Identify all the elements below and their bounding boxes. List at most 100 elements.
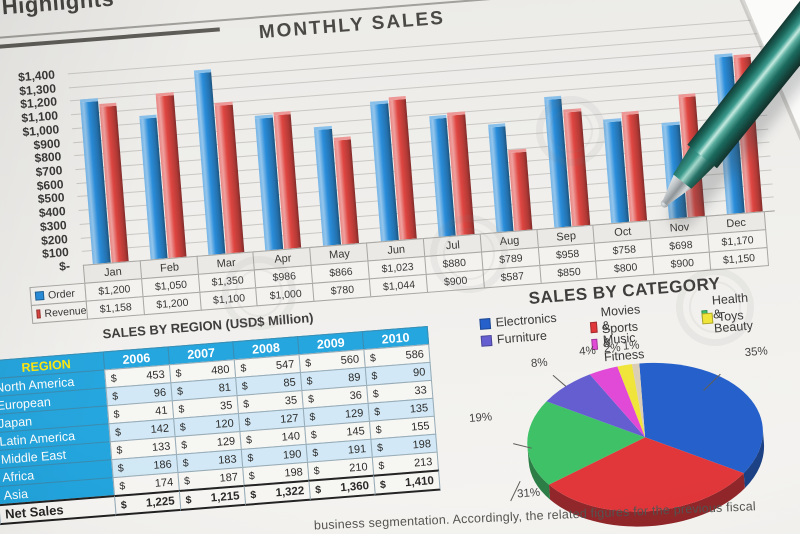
value-text: 145 — [345, 424, 366, 439]
value-text: 155 — [410, 419, 430, 434]
currency-symbol: $ — [239, 361, 247, 375]
currency-symbol: $ — [249, 488, 257, 501]
currency-symbol: $ — [120, 498, 128, 512]
pie-slice-Health & Beauty — [527, 401, 646, 485]
currency-symbol: $ — [182, 456, 189, 470]
watermark-ring — [430, 215, 508, 293]
currency-symbol: $ — [309, 410, 316, 424]
value-text: 1,360 — [339, 479, 370, 494]
net-sales-value-cell: $1,225 — [113, 489, 182, 517]
value-text: 547 — [275, 358, 295, 372]
gridline — [70, 59, 763, 116]
revenue-value-cell: $800 — [595, 255, 656, 280]
currency-symbol: $ — [179, 420, 187, 434]
revenue-value-cell: $1,158 — [85, 296, 146, 320]
net-sales-value-cell: $1,360 — [308, 474, 376, 501]
currency-symbol: $ — [310, 428, 318, 441]
pie-wall-Movies & Music — [548, 473, 745, 527]
pie-wall-Electronics — [743, 427, 765, 489]
legend-swatch — [479, 317, 492, 330]
legend-swatch — [480, 334, 493, 347]
currency-symbol: $ — [116, 443, 123, 457]
legend-cell-revenue: Revenue — [30, 300, 89, 324]
value-text: 129 — [344, 406, 364, 421]
value-text: 1,410 — [404, 474, 435, 489]
currency-symbol: $ — [372, 387, 380, 400]
currency-symbol: $ — [378, 459, 385, 472]
pie-leader-line — [513, 443, 532, 449]
pie-percent-label: 35% — [744, 345, 769, 360]
pie-leader-line — [510, 480, 521, 502]
value-text: 187 — [219, 470, 239, 485]
value-text: 213 — [413, 455, 433, 469]
currency-symbol: $ — [175, 366, 182, 380]
currency-symbol: $ — [114, 425, 122, 439]
value-text: 85 — [282, 376, 297, 389]
value-text: 560 — [340, 352, 360, 367]
revenue-value-cell: $1,200 — [142, 291, 203, 316]
pie-leader-line — [552, 374, 567, 387]
currency-symbol: $ — [369, 351, 377, 365]
page-header-title: Financial Highlights — [0, 0, 115, 28]
gridline — [73, 87, 766, 143]
pie-percent-label: 2% — [603, 341, 622, 356]
currency-symbol: $ — [373, 405, 381, 418]
revenue-value-cell: $850 — [538, 260, 600, 284]
value-text: 41 — [154, 404, 168, 418]
pie-percent-label: 1% — [622, 339, 640, 353]
legend-label: Furniture — [496, 328, 548, 347]
value-text: 129 — [216, 434, 236, 449]
pie-leader-line — [703, 373, 721, 391]
value-text: 36 — [349, 388, 363, 402]
value-text: 35 — [219, 399, 233, 412]
pie-percent-label: 4% — [578, 344, 597, 359]
currency-symbol: $ — [111, 389, 119, 403]
value-text: 198 — [412, 437, 432, 451]
value-text: 191 — [347, 442, 367, 457]
header-rule-thick — [0, 27, 220, 58]
currency-symbol: $ — [248, 469, 256, 482]
currency-symbol: $ — [180, 438, 188, 452]
currency-symbol: $ — [375, 423, 382, 436]
value-text: 96 — [153, 386, 167, 400]
value-text: 140 — [281, 429, 301, 444]
watermark-ring — [676, 268, 754, 346]
value-text: 183 — [217, 452, 238, 467]
order-legend-swatch — [34, 290, 45, 301]
value-text: 1,322 — [275, 484, 305, 499]
gridline — [72, 73, 765, 130]
net-sales-value-cell: $1,322 — [243, 479, 312, 506]
currency-symbol: $ — [176, 384, 184, 398]
net-sales-value-cell: $1,215 — [178, 484, 247, 511]
pie-slice-other — [631, 363, 646, 438]
legend-item-furniture: Furniture — [480, 329, 547, 348]
value-text: 127 — [279, 411, 299, 426]
currency-symbol: $ — [313, 464, 321, 477]
value-text: 33 — [414, 383, 428, 397]
pie-slice-Furniture — [546, 374, 646, 438]
watermark-ring — [536, 96, 606, 166]
pie-chart — [510, 362, 765, 527]
revenue-value-cell: $1,044 — [368, 273, 430, 298]
pie-percent-label: 19% — [468, 411, 493, 425]
gridline — [68, 32, 761, 89]
net-sales-value-cell: $1,410 — [373, 469, 441, 496]
legend-label: Electronics — [495, 310, 558, 330]
value-text: 174 — [154, 475, 174, 490]
value-text: 135 — [409, 401, 429, 416]
currency-symbol: $ — [110, 372, 118, 385]
currency-symbol: $ — [118, 479, 126, 493]
value-text: 90 — [412, 365, 426, 379]
value-text: 142 — [150, 422, 170, 436]
currency-symbol: $ — [247, 451, 254, 464]
value-text: 81 — [218, 381, 232, 395]
currency-symbol: $ — [242, 397, 250, 411]
currency-symbol: $ — [307, 392, 315, 406]
value-text: 453 — [145, 368, 166, 382]
currency-symbol: $ — [117, 461, 125, 475]
revenue-value-cell: $780 — [312, 278, 373, 302]
currency-symbol: $ — [304, 356, 312, 370]
value-text: 190 — [282, 447, 302, 462]
